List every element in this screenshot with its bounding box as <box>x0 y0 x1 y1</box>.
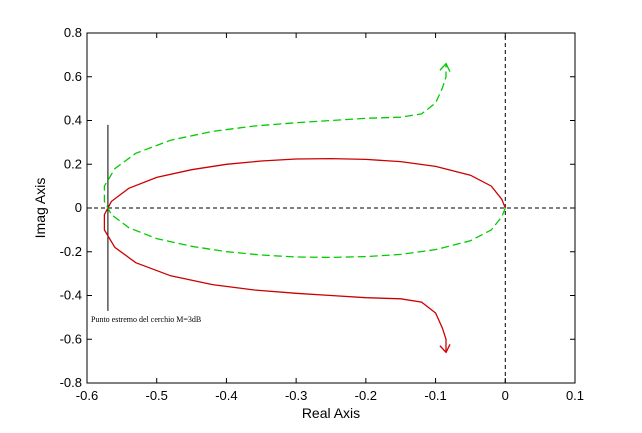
x-tick-label-7: 0.1 <box>566 388 584 403</box>
annotation-text: Punto estremo del cerchio M=3dB <box>91 315 201 324</box>
y-tick-label-4: 0 <box>75 200 82 215</box>
y-tick-label-6: 0.4 <box>64 113 82 128</box>
series-line-0 <box>103 157 506 353</box>
series-line-1 <box>103 63 506 259</box>
x-tick-label-2: -0.4 <box>215 388 237 403</box>
x-tick-label-6: 0 <box>502 388 509 403</box>
x-tick-label-3: -0.3 <box>285 388 307 403</box>
series-arrowhead-1 <box>439 62 451 72</box>
y-tick-label-8: 0.8 <box>64 25 82 40</box>
y-axis-label: Imag Axis <box>32 178 48 239</box>
y-tick-label-1: -0.6 <box>60 331 82 346</box>
x-tick-label-4: -0.2 <box>355 388 377 403</box>
series-arrowhead-0 <box>439 344 451 354</box>
ticks-group: -0.6 -0.5 -0.4 -0.3 -0.2 -0.1 0 0.1-0.8-0.6-0.4… <box>60 25 584 403</box>
y-tick-label-2: -0.4 <box>60 288 82 303</box>
x-tick-label-1: -0.5 <box>146 388 168 403</box>
x-axis-label: Real Axis <box>302 405 360 421</box>
x-tick-label-5: -0.1 <box>424 388 446 403</box>
x-tick-label-0: -0.6 <box>76 388 98 403</box>
y-tick-label-5: 0.2 <box>64 156 82 171</box>
y-tick-label-0: -0.8 <box>60 375 82 390</box>
y-tick-label-3: -0.2 <box>60 244 82 259</box>
series-group <box>103 62 506 354</box>
y-tick-label-7: 0.6 <box>64 69 82 84</box>
